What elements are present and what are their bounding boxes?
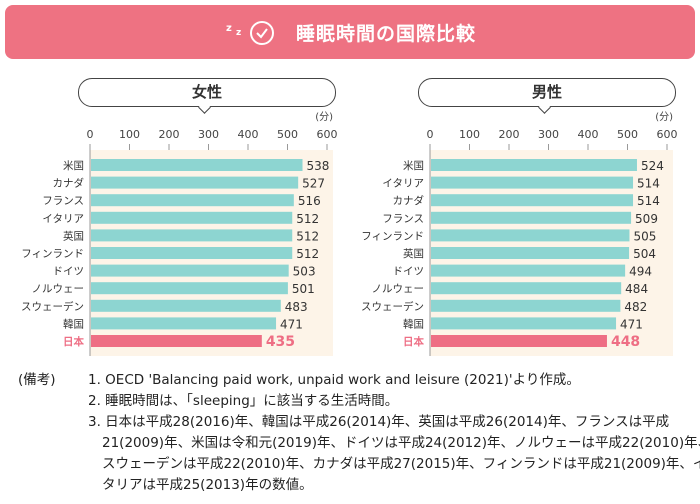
data-label: 501	[292, 282, 315, 296]
title-banner: z z 睡眠時間の国際比較	[5, 5, 695, 59]
category-label: カナダ	[53, 177, 85, 190]
category-label: フィンランド	[21, 248, 84, 260]
bar	[91, 299, 281, 312]
bar-chart: (分) 0 100 200 300 400 500 600 米国 524 イタリア 514 カナダ 514…	[361, 111, 678, 356]
data-label: 516	[298, 194, 321, 208]
svg-text:z: z	[226, 23, 232, 34]
category-label: イタリア	[382, 178, 424, 190]
data-label: 494	[629, 265, 652, 279]
bar	[91, 159, 303, 171]
bar	[431, 299, 621, 312]
data-label: 435	[266, 334, 295, 350]
category-label: 日本	[403, 335, 424, 348]
category-label: イタリア	[42, 213, 84, 225]
unit-label: (分)	[315, 111, 333, 123]
bar	[91, 194, 294, 207]
data-label: 505	[633, 229, 656, 243]
x-tick-label: 600	[657, 128, 678, 141]
bar	[431, 282, 622, 295]
svg-text:z: z	[236, 28, 241, 38]
data-label: 527	[302, 177, 325, 191]
category-label: ドイツ	[393, 266, 425, 278]
x-tick-label: 300	[538, 128, 559, 141]
data-label: 538	[307, 159, 330, 173]
category-label: スウェーデン	[21, 300, 84, 313]
data-label: 512	[296, 212, 319, 226]
data-label: 524	[641, 159, 664, 173]
bar	[91, 176, 299, 189]
data-label: 483	[285, 300, 308, 314]
category-label: カナダ	[393, 194, 425, 207]
data-label: 448	[611, 334, 640, 350]
sleep-clock-icon: z z	[226, 21, 274, 45]
notes-label: (備考)	[18, 372, 56, 388]
bar	[91, 335, 262, 347]
panel-title: 女性	[78, 78, 336, 107]
data-label: 509	[635, 212, 658, 226]
category-label: フィンランド	[361, 230, 424, 242]
x-tick-label: 0	[427, 128, 434, 141]
bar	[431, 229, 630, 242]
bar	[431, 317, 617, 330]
x-tick-label: 400	[578, 128, 599, 141]
category-label: フランス	[382, 213, 424, 225]
x-tick-label: 300	[198, 128, 219, 141]
bar	[91, 264, 289, 277]
x-tick-label: 0	[87, 128, 94, 141]
x-tick-label: 200	[499, 128, 520, 141]
data-label: 471	[620, 317, 643, 331]
data-label: 512	[296, 247, 319, 261]
bar	[431, 159, 637, 171]
category-label: 米国	[63, 159, 84, 172]
category-label: スウェーデン	[361, 300, 424, 313]
category-label: 韓国	[63, 318, 84, 330]
data-label: 484	[625, 282, 648, 296]
chart-male: 男性 (分) 0 100 200 300 400 500 600 米国 524 イタリア 514 カナダ…	[340, 76, 690, 361]
chart-title: 睡眠時間の国際比較	[295, 22, 476, 45]
data-label: 512	[296, 229, 319, 243]
bar	[431, 247, 630, 259]
note-3: 3. 日本は平成28(2016)年、韓国は平成26(2014)年、英国は平成26…	[88, 414, 700, 493]
bar	[91, 317, 277, 330]
category-label: ドイツ	[53, 266, 85, 278]
x-tick-label: 500	[277, 128, 298, 141]
bar	[431, 176, 634, 189]
bar	[91, 282, 288, 295]
notes: (備考) 1. OECD 'Balancing paid work, unpaid…	[18, 370, 700, 496]
x-tick-label: 600	[317, 128, 338, 141]
bar	[431, 211, 632, 224]
x-tick-label: 500	[617, 128, 638, 141]
data-label: 504	[633, 247, 656, 261]
bar-chart: (分) 0 100 200 300 400 500 600 米国 538 カナダ 527 フランス 516…	[21, 111, 338, 356]
x-tick-label: 100	[119, 128, 140, 141]
bar	[431, 264, 626, 277]
bar	[91, 211, 293, 224]
x-tick-label: 400	[238, 128, 259, 141]
category-label: 韓国	[403, 318, 424, 330]
note-2: 2. 睡眠時間は、「sleeping」に該当する生活時間。	[88, 393, 399, 409]
chart-female: 女性 (分) 0 100 200 300 400 500 600 米国 538 カナダ 527 フランス…	[0, 76, 350, 361]
note-1: 1. OECD 'Balancing paid work, unpaid wor…	[88, 372, 580, 388]
bar	[431, 194, 634, 207]
category-label: 米国	[403, 159, 424, 172]
unit-label: (分)	[655, 111, 673, 123]
category-label: ノルウェー	[32, 283, 85, 295]
category-label: 日本	[63, 335, 84, 348]
panel-title: 男性	[418, 78, 676, 107]
data-label: 482	[624, 300, 647, 314]
data-label: 471	[280, 317, 303, 331]
category-label: 英国	[63, 229, 84, 242]
data-label: 503	[293, 265, 316, 279]
x-tick-label: 200	[159, 128, 180, 141]
category-label: 英国	[403, 247, 424, 260]
data-label: 514	[637, 177, 660, 191]
category-label: ノルウェー	[372, 283, 425, 295]
data-label: 514	[637, 194, 660, 208]
bar	[91, 229, 293, 242]
category-label: フランス	[42, 195, 84, 207]
bar	[91, 247, 293, 259]
x-tick-label: 100	[459, 128, 480, 141]
bar	[431, 335, 607, 347]
